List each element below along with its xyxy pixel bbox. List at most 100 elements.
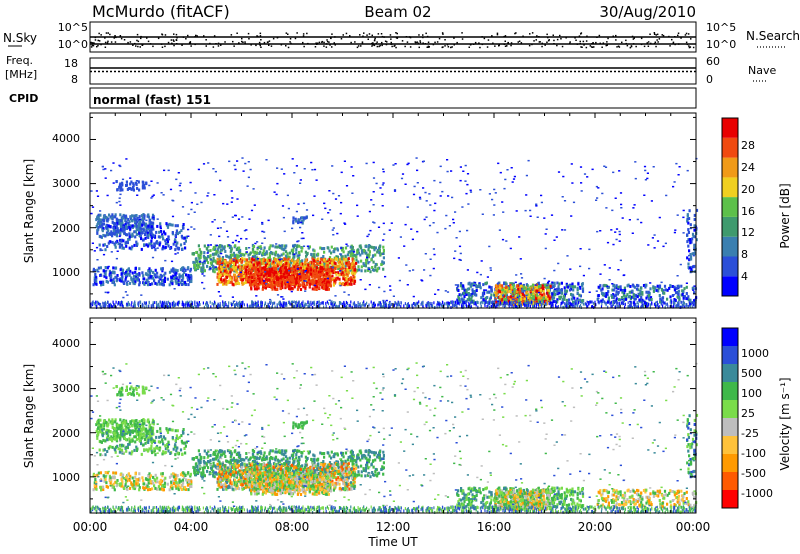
power-cell: [551, 292, 554, 296]
power-cell: [664, 288, 667, 292]
power-cell: [170, 275, 173, 279]
power-cell: [345, 261, 348, 265]
power-cell: [253, 266, 256, 270]
power-cell: [283, 244, 286, 248]
power-cell: [327, 287, 330, 291]
power-cell: [93, 269, 96, 273]
power-cell: [600, 288, 603, 292]
power-cell: [128, 232, 131, 236]
power-cell: [247, 268, 250, 272]
power-cell: [272, 278, 275, 282]
nsky-point: [127, 41, 129, 44]
nsky-point: [650, 42, 652, 45]
power-cell: [302, 216, 306, 220]
power-cell: [337, 305, 339, 309]
power-cell: [150, 236, 153, 240]
power-cell: [96, 228, 99, 232]
power-cell: [641, 290, 644, 294]
nsky-point: [176, 43, 178, 45]
power-cell: [175, 232, 178, 235]
power-cell: [147, 233, 150, 237]
power-cell: [135, 227, 138, 231]
power-cell: [352, 302, 354, 306]
power-cell: [213, 270, 216, 274]
nsky-point: [615, 34, 617, 37]
power-cell: [293, 285, 296, 289]
power-cell: [181, 279, 184, 283]
power-cell: [283, 279, 286, 283]
power-cell: [120, 228, 123, 232]
power-cell: [538, 303, 541, 307]
nsky-point: [350, 41, 352, 44]
power-cell: [139, 226, 142, 230]
power-cell: [115, 279, 118, 283]
power-cell: [154, 281, 157, 285]
nsky-point: [260, 39, 262, 41]
power-cell: [597, 285, 600, 289]
power-cell: [555, 301, 557, 304]
power-cell: [248, 252, 251, 256]
power-cell: [305, 275, 308, 279]
power-cell: [98, 243, 101, 247]
power-cell: [659, 300, 662, 304]
power-cell: [282, 247, 285, 251]
power-cell: [288, 279, 291, 283]
power-cell: [519, 282, 522, 286]
nsky-point: [182, 36, 185, 38]
power-cell: [133, 219, 136, 223]
power-cell: [349, 276, 353, 280]
power-cell: [324, 268, 327, 272]
power-cell: [120, 219, 123, 223]
nsky-point: [579, 42, 581, 45]
power-cell: [225, 254, 228, 258]
nsky-point: [136, 33, 139, 36]
power-cell: [164, 271, 167, 275]
power-cell: [264, 263, 267, 267]
power-cell: [103, 271, 106, 275]
nsky-point: [107, 32, 109, 34]
power-cell: [270, 268, 273, 272]
power-cell: [280, 302, 282, 306]
power-cell: [305, 254, 308, 258]
power-cell: [264, 286, 267, 290]
power-cell: [257, 286, 260, 290]
power-cell: [207, 261, 210, 265]
nsky-point: [321, 40, 324, 43]
power-cell: [151, 275, 154, 279]
power-cell: [327, 270, 330, 274]
power-cell: [639, 298, 642, 302]
power-cell: [620, 302, 622, 305]
power-cell: [381, 260, 384, 264]
power-cell: [296, 254, 300, 258]
power-cell: [194, 300, 196, 304]
power-cell: [357, 305, 359, 309]
power-cell: [186, 278, 190, 282]
power-cell: [244, 276, 247, 280]
power-cell: [195, 257, 198, 261]
power-cell: [350, 262, 353, 266]
power-cell: [342, 257, 345, 261]
power-cell: [119, 268, 122, 272]
power-cell: [207, 255, 210, 258]
power-cell: [588, 302, 590, 305]
power-cell: [314, 258, 317, 262]
nsky-point: [656, 39, 658, 41]
power-cell: [294, 260, 297, 264]
power-cell: [683, 301, 685, 305]
power-cell: [396, 303, 398, 307]
power-cell: [695, 238, 698, 242]
nsky-point: [442, 46, 444, 48]
power-cell: [262, 249, 265, 253]
power-cell: [555, 304, 557, 308]
power-cell: [125, 240, 128, 244]
nsky-point: [503, 43, 506, 45]
power-cell: [277, 254, 280, 258]
power-cell: [312, 253, 315, 257]
power-cell: [412, 305, 414, 309]
power-cell: [143, 301, 145, 305]
power-cell: [334, 262, 337, 266]
power-cell: [139, 300, 142, 304]
nsky-point: [334, 44, 336, 46]
power-cell: [693, 224, 696, 228]
power-cell: [693, 291, 696, 295]
